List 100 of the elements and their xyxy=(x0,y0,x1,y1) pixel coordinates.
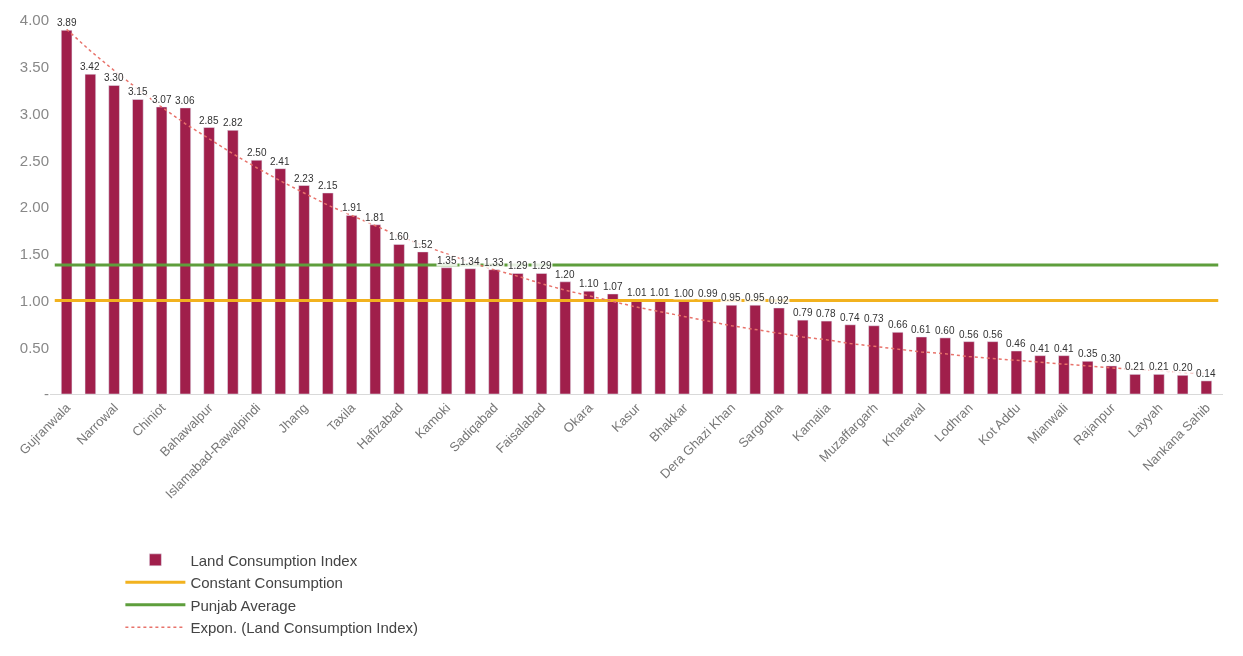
data-label: 0.73 xyxy=(864,313,884,324)
bar xyxy=(939,337,951,394)
data-label: 1.33 xyxy=(484,257,504,268)
bar xyxy=(1153,374,1165,394)
data-label: 0.74 xyxy=(840,312,860,323)
data-label: 1.20 xyxy=(555,269,575,280)
legend-label: Constant Consumption xyxy=(190,574,343,592)
data-label: 3.42 xyxy=(80,61,100,72)
data-label: 0.46 xyxy=(1006,338,1026,349)
y-tick-label: 3.00 xyxy=(19,104,49,122)
bar xyxy=(84,73,96,394)
data-label: 1.35 xyxy=(437,255,457,266)
bar xyxy=(1129,374,1141,394)
bar xyxy=(963,341,975,394)
y-tick-label: 1.00 xyxy=(19,291,49,309)
bar xyxy=(773,307,785,394)
bar xyxy=(844,324,856,394)
data-label: 2.85 xyxy=(199,115,219,126)
data-label: 3.06 xyxy=(175,95,195,106)
bar xyxy=(61,30,73,394)
bar xyxy=(108,85,120,394)
data-label: 0.66 xyxy=(888,319,908,330)
bar xyxy=(227,130,239,394)
data-label: 0.79 xyxy=(793,307,813,318)
data-label: 0.99 xyxy=(698,288,718,299)
bar xyxy=(535,273,548,394)
bar xyxy=(678,300,690,394)
bar xyxy=(654,299,666,394)
data-label: 2.50 xyxy=(247,147,267,158)
legend-label: Land Consumption Index xyxy=(190,551,358,569)
data-label: 0.35 xyxy=(1078,348,1098,359)
data-label: 0.41 xyxy=(1054,343,1074,354)
bar xyxy=(417,251,429,394)
data-label: 1.07 xyxy=(603,281,623,292)
data-label: 0.78 xyxy=(816,308,836,319)
bar xyxy=(250,160,263,394)
data-label: 1.01 xyxy=(627,287,647,298)
bar xyxy=(1200,380,1212,394)
bar xyxy=(630,299,643,394)
y-tick-label: 0.50 xyxy=(19,338,49,356)
data-label: 3.07 xyxy=(152,94,172,105)
bar xyxy=(797,319,809,394)
bar xyxy=(203,127,215,394)
data-label: 1.10 xyxy=(579,278,599,289)
y-tick-label: - xyxy=(44,385,49,403)
data-label: 1.81 xyxy=(365,212,385,223)
bar xyxy=(512,273,524,394)
y-tick-label: 2.00 xyxy=(19,198,49,216)
data-label: 0.60 xyxy=(935,325,955,336)
data-label: 3.89 xyxy=(57,17,77,28)
y-tick-label: 1.50 xyxy=(19,245,49,262)
legend-label: Expon. (Land Consumption Index) xyxy=(190,619,419,637)
data-label: 0.14 xyxy=(1196,368,1216,379)
data-label: 0.92 xyxy=(769,295,789,306)
data-label: 1.01 xyxy=(650,287,670,298)
data-label: 1.29 xyxy=(508,260,528,271)
data-label: 0.20 xyxy=(1173,362,1193,373)
bar xyxy=(607,293,619,394)
data-label: 0.95 xyxy=(745,292,765,303)
bar xyxy=(369,224,381,394)
data-label: 0.61 xyxy=(911,324,931,335)
y-tick-label: 2.50 xyxy=(19,151,49,169)
bar xyxy=(440,267,453,394)
y-tick-label: 4.00 xyxy=(19,11,49,29)
data-label: 2.23 xyxy=(294,173,314,184)
data-label: 1.00 xyxy=(674,288,694,299)
bar xyxy=(1082,361,1094,394)
bar xyxy=(345,215,358,394)
bar xyxy=(892,332,904,394)
data-label: 0.30 xyxy=(1101,353,1121,364)
bar xyxy=(322,192,334,394)
y-tick-label: 3.50 xyxy=(19,58,49,75)
bar xyxy=(868,325,880,394)
bar xyxy=(132,99,144,394)
data-label: 2.15 xyxy=(318,180,338,191)
data-label: 2.82 xyxy=(223,117,243,128)
bar xyxy=(1058,355,1070,394)
data-label: 0.41 xyxy=(1030,343,1050,354)
data-label: 1.91 xyxy=(342,202,362,213)
legend-label: Punjab Average xyxy=(190,596,297,614)
bar xyxy=(820,320,833,394)
bar xyxy=(987,341,999,394)
bar xyxy=(1010,350,1023,394)
bar xyxy=(393,244,405,394)
data-label: 2.41 xyxy=(270,156,290,167)
bar xyxy=(559,281,571,394)
data-label: 3.30 xyxy=(104,72,124,83)
bar xyxy=(1105,365,1117,394)
bar xyxy=(464,268,476,394)
bar xyxy=(274,168,286,394)
bar xyxy=(1034,355,1046,394)
bar xyxy=(915,336,928,394)
bar xyxy=(702,301,714,394)
bar xyxy=(583,290,595,394)
data-label: 0.56 xyxy=(959,329,979,340)
bar xyxy=(179,107,191,394)
data-label: 0.95 xyxy=(721,292,741,303)
data-label: 1.29 xyxy=(532,260,552,271)
data-label: 0.56 xyxy=(983,329,1003,340)
bar xyxy=(298,185,310,394)
